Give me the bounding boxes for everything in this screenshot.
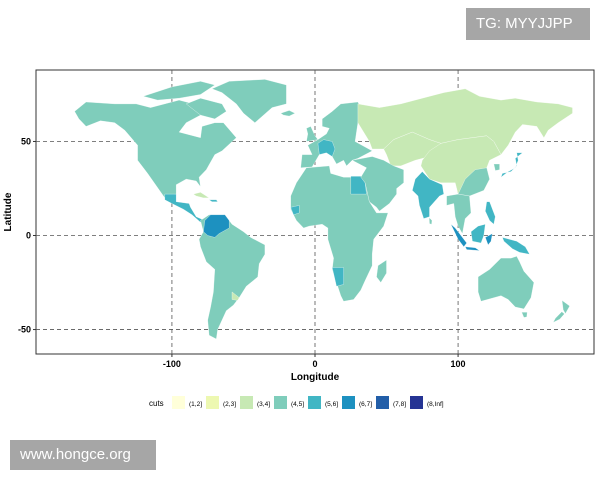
- watermark-tg: TG: MYYJJPP: [466, 8, 590, 40]
- region-sri-lanka: [429, 217, 433, 225]
- region-new-guinea: [502, 237, 530, 255]
- region-india: [412, 171, 444, 219]
- region-south-and-east-china: [457, 167, 490, 197]
- legend-label: (4,5]: [291, 401, 304, 408]
- legend-label: (7,8]: [393, 401, 406, 408]
- region-canadian-arctic-islands: [142, 81, 216, 101]
- region-middle-east: [351, 156, 404, 212]
- region-greenland: [211, 79, 287, 123]
- y-tick-label: -50: [18, 325, 31, 335]
- x-tick-label: -100: [163, 359, 181, 369]
- legend: cuts (1,2] (2,3] (3,4] (4,5] (5,6] (6,7] (7,8]…: [149, 396, 444, 409]
- region-central-europe: [317, 139, 336, 157]
- region-northern-south-america: [203, 214, 230, 238]
- region-namibia: [332, 267, 344, 287]
- region-africa: [290, 165, 389, 302]
- region-british-isles: [306, 126, 319, 142]
- region-new-zealand-north: [561, 300, 570, 314]
- region-borneo: [470, 223, 486, 244]
- region-java: [464, 246, 481, 251]
- region-baffin-island: [185, 98, 227, 120]
- legend-label: (3,4]: [257, 401, 270, 408]
- region-uruguay: [231, 291, 240, 301]
- legend-key: [342, 396, 355, 409]
- legend-label: (5,6]: [325, 401, 338, 408]
- region-north-america: [74, 99, 237, 199]
- legend-label: (1,2]: [189, 401, 202, 408]
- y-axis-label: Latitude: [3, 192, 14, 231]
- region-cuba: [193, 192, 210, 199]
- legend-key: [308, 396, 321, 409]
- legend-key: [240, 396, 253, 409]
- x-axis-label: Longitude: [291, 372, 340, 383]
- region-west-africa-coast: [290, 205, 300, 215]
- region-hispaniola: [208, 199, 218, 202]
- legend-label: (6,7]: [359, 401, 372, 408]
- legend-key: [274, 396, 287, 409]
- region-egypt: [350, 176, 367, 195]
- region-madagascar: [376, 259, 387, 283]
- region-south-america: [198, 214, 266, 340]
- legend-title: cuts: [149, 399, 164, 408]
- y-tick-label: 50: [21, 136, 31, 146]
- region-korea: [493, 163, 500, 171]
- region-sulawesi: [485, 233, 493, 246]
- x-axis: -100 0 100: [163, 354, 466, 369]
- region-japan: [500, 152, 523, 178]
- region-philippines: [485, 201, 496, 225]
- region-new-zealand-south: [552, 311, 565, 323]
- region-tasmania: [521, 312, 528, 318]
- legend-key: [172, 396, 185, 409]
- watermark-site: www.hongce.org: [10, 440, 156, 470]
- x-tick-label: 100: [451, 359, 466, 369]
- legend-key: [206, 396, 219, 409]
- y-tick-label: 0: [26, 231, 31, 241]
- legend-label: (8,Inf]: [427, 401, 444, 408]
- region-sumatra: [450, 224, 467, 248]
- legend-key: [376, 396, 389, 409]
- country-polygons: [74, 79, 573, 340]
- legend-key: [410, 396, 423, 409]
- region-iceland: [280, 110, 296, 117]
- legend-label: (2,3]: [223, 401, 236, 408]
- region-southeast-asia: [446, 193, 472, 235]
- x-tick-label: 0: [312, 359, 317, 369]
- y-axis: -50 0 50: [18, 136, 36, 335]
- region-australia: [477, 256, 535, 310]
